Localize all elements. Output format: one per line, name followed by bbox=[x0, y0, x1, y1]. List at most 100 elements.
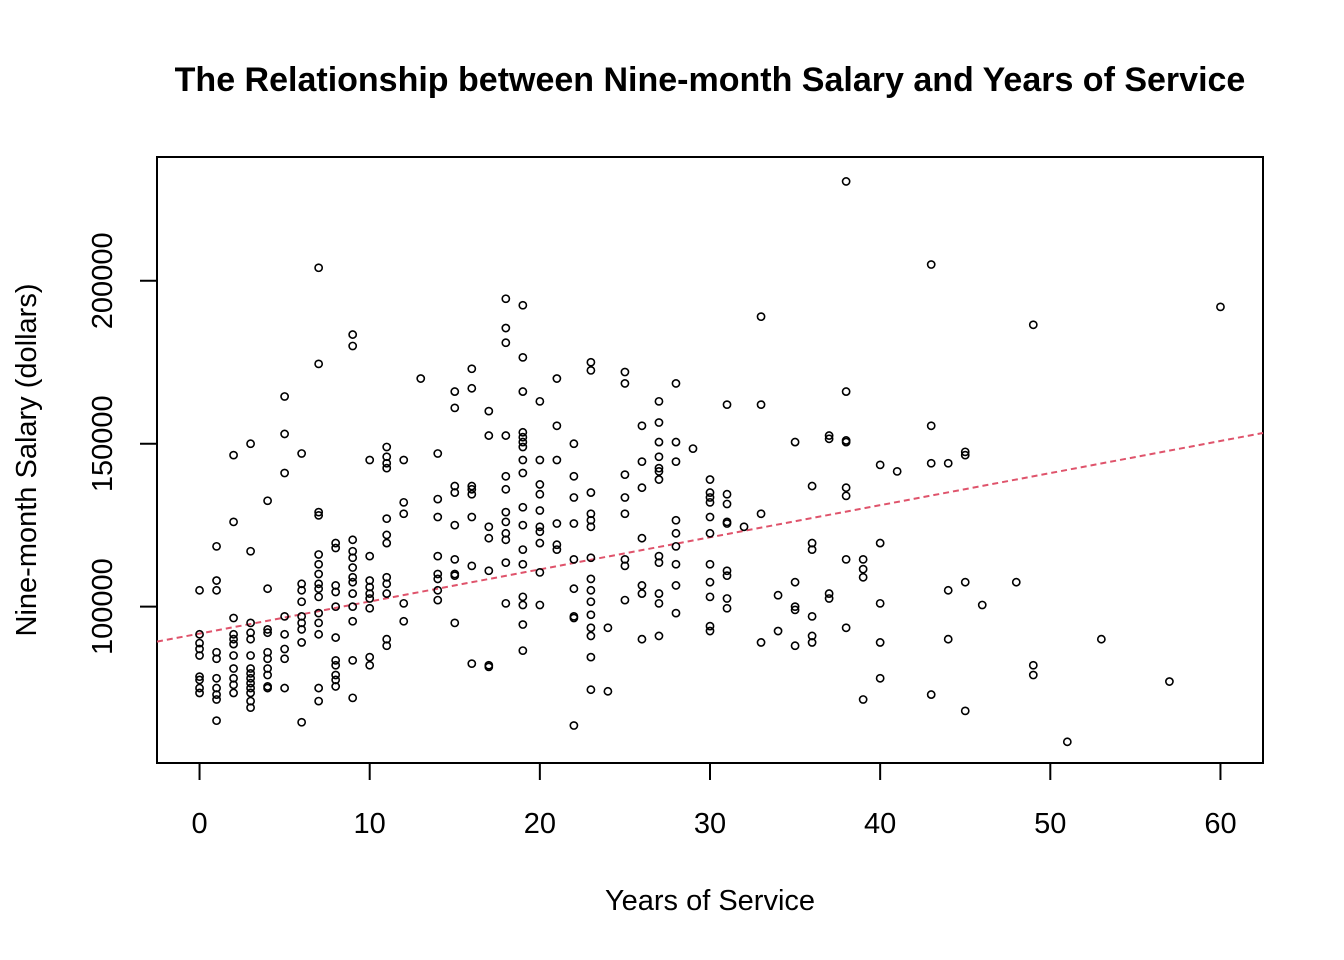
x-tick-label: 0 bbox=[191, 808, 207, 840]
data-point bbox=[195, 672, 204, 682]
data-point bbox=[433, 585, 443, 595]
data-point bbox=[433, 512, 443, 522]
data-point bbox=[195, 629, 204, 639]
data-point bbox=[722, 400, 732, 410]
data-point bbox=[518, 455, 528, 465]
data-point bbox=[348, 330, 358, 339]
data-point bbox=[518, 427, 528, 437]
data-point bbox=[569, 554, 579, 564]
data-point bbox=[314, 629, 324, 639]
data-point bbox=[586, 366, 596, 375]
data-point bbox=[620, 561, 630, 571]
data-point bbox=[501, 535, 511, 545]
data-point bbox=[637, 421, 647, 431]
data-point bbox=[620, 470, 630, 480]
data-point bbox=[365, 551, 375, 561]
data-point bbox=[926, 260, 936, 269]
data-point bbox=[348, 616, 358, 626]
data-point bbox=[824, 431, 834, 440]
data-point bbox=[467, 383, 477, 393]
data-point bbox=[841, 623, 851, 633]
data-point bbox=[671, 608, 681, 618]
data-point bbox=[501, 294, 511, 304]
data-point bbox=[314, 584, 324, 594]
data-point bbox=[399, 598, 409, 608]
data-point bbox=[1028, 670, 1038, 680]
plot-frame bbox=[156, 156, 1264, 764]
data-point bbox=[348, 602, 358, 612]
data-point bbox=[195, 688, 204, 698]
data-point bbox=[654, 475, 664, 484]
data-point bbox=[960, 450, 970, 460]
data-point bbox=[433, 574, 443, 584]
data-point bbox=[382, 458, 392, 468]
data-point bbox=[943, 585, 953, 595]
data-point bbox=[433, 494, 443, 504]
data-point bbox=[484, 431, 494, 440]
data-point bbox=[671, 528, 681, 538]
data-point bbox=[1096, 634, 1106, 644]
data-point bbox=[671, 379, 681, 388]
data-point bbox=[841, 437, 851, 447]
data-point bbox=[586, 652, 596, 662]
data-point bbox=[671, 559, 681, 569]
data-point bbox=[501, 338, 511, 348]
data-point bbox=[229, 517, 238, 527]
data-point bbox=[365, 660, 375, 670]
data-point bbox=[705, 592, 715, 602]
data-point bbox=[518, 600, 528, 610]
data-point bbox=[705, 488, 715, 497]
data-point bbox=[229, 664, 238, 673]
data-point bbox=[654, 631, 664, 641]
data-point bbox=[722, 566, 732, 576]
data-point bbox=[314, 683, 324, 693]
data-point bbox=[722, 594, 732, 603]
data-point bbox=[586, 522, 596, 532]
data-point bbox=[314, 592, 324, 602]
data-point bbox=[246, 439, 255, 449]
data-point bbox=[824, 434, 834, 444]
data-point bbox=[246, 678, 255, 688]
data-point bbox=[790, 605, 800, 615]
data-point bbox=[824, 589, 834, 598]
data-point bbox=[229, 629, 238, 639]
data-point bbox=[450, 618, 460, 628]
data-point bbox=[722, 571, 732, 581]
data-point bbox=[246, 669, 255, 678]
data-point bbox=[433, 595, 443, 605]
data-point bbox=[569, 721, 579, 730]
data-point bbox=[467, 481, 477, 491]
data-point bbox=[773, 590, 783, 600]
y-axis: 100000 150000 200000 bbox=[87, 232, 158, 655]
data-point bbox=[229, 613, 238, 623]
data-point bbox=[722, 499, 732, 509]
data-point bbox=[841, 491, 851, 501]
data-point bbox=[535, 455, 545, 465]
data-point bbox=[433, 551, 443, 561]
data-point bbox=[960, 706, 970, 716]
data-point bbox=[637, 483, 647, 493]
data-point bbox=[637, 634, 647, 644]
data-point bbox=[535, 480, 545, 489]
data-point bbox=[331, 602, 341, 612]
x-tick-label: 50 bbox=[1034, 808, 1066, 840]
data-point bbox=[246, 651, 255, 660]
data-point bbox=[552, 545, 562, 554]
data-point bbox=[654, 463, 664, 473]
data-point bbox=[433, 449, 443, 458]
data-point bbox=[314, 507, 324, 517]
data-point bbox=[858, 695, 868, 704]
data-point bbox=[348, 341, 358, 351]
data-point bbox=[212, 673, 221, 683]
data-point bbox=[960, 447, 970, 457]
data-point bbox=[603, 623, 613, 633]
data-point bbox=[212, 654, 221, 664]
data-point bbox=[280, 429, 290, 439]
data-point bbox=[586, 574, 596, 584]
y-tick-label: 150000 bbox=[87, 395, 119, 492]
data-point bbox=[246, 546, 255, 556]
data-point bbox=[467, 512, 477, 522]
data-point bbox=[569, 493, 579, 502]
data-point bbox=[858, 554, 868, 564]
data-point bbox=[654, 558, 664, 568]
